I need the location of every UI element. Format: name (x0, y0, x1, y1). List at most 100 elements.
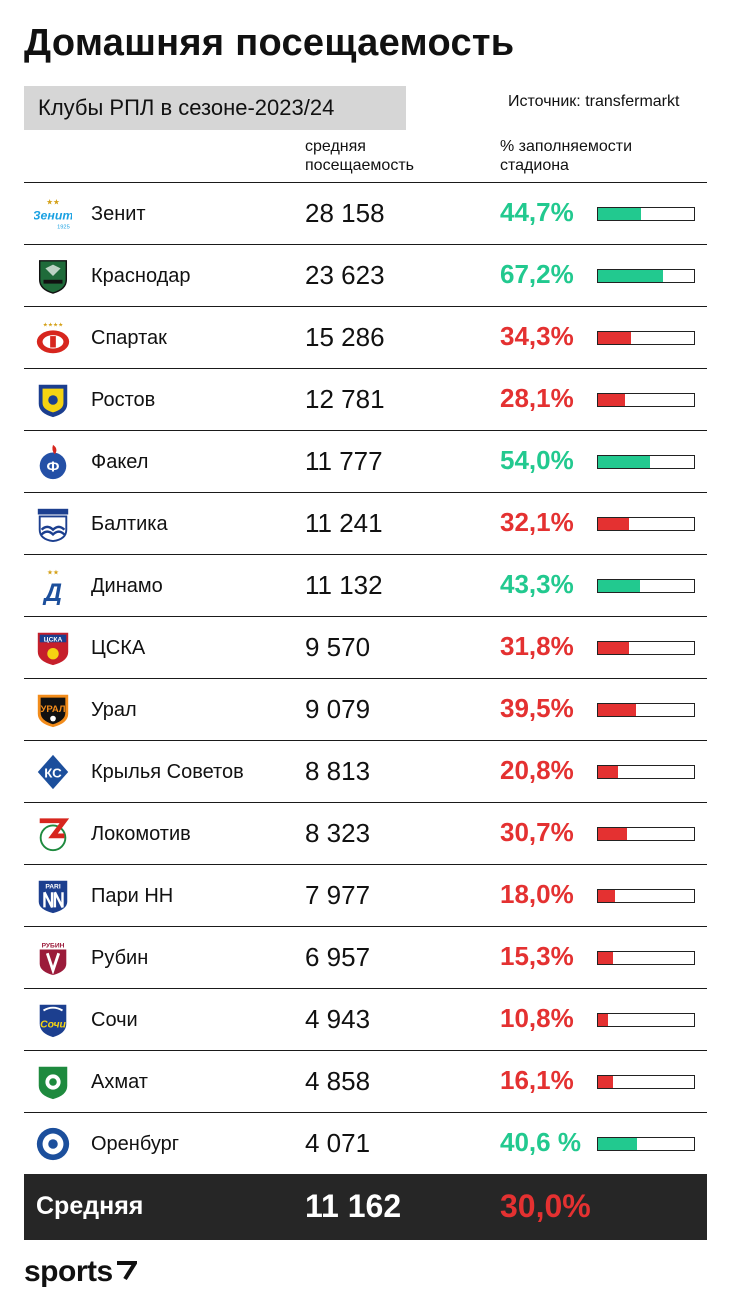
attendance-value: 6 957 (305, 942, 371, 972)
club-name: Крылья Советов (91, 761, 244, 783)
club-name: Динамо (91, 575, 163, 597)
svg-text:Ф: Ф (47, 459, 60, 476)
svg-text:РУБИН: РУБИН (42, 943, 65, 950)
svg-text:Д: Д (42, 580, 62, 605)
fill-pct-label: 18,0% (500, 879, 574, 909)
fill-column-header: % заполняемости стадиона (500, 138, 633, 174)
lokomotiv-logo (34, 815, 72, 853)
ural-logo: УРАЛ (34, 691, 72, 729)
fill-bar (598, 1014, 609, 1026)
club-name: Факел (91, 451, 149, 473)
attendance-value: 15 286 (305, 322, 385, 352)
svg-text:★★: ★★ (46, 198, 60, 207)
fill-bar (598, 828, 628, 840)
brand-logo: sports (24, 1255, 137, 1289)
fill-pct-label: 67,2% (500, 259, 574, 289)
fill-pct-label: 10,8% (500, 1003, 574, 1033)
fill-bar (598, 952, 613, 964)
fill-bar-track (597, 827, 695, 841)
average-attendance: 11 162 (305, 1188, 402, 1224)
page-title: Домашняя посещаемость (24, 22, 515, 64)
fill-pct-label: 28,1% (500, 383, 574, 413)
fill-bar (598, 518, 629, 530)
svg-text:Сочи: Сочи (40, 1020, 66, 1031)
fill-bar-track (597, 765, 695, 779)
club-name: Рубин (91, 947, 149, 969)
fill-pct-label: 32,1% (500, 507, 574, 537)
fill-pct-label: 40,6 % (500, 1127, 581, 1157)
club-name: Ахмат (91, 1071, 148, 1093)
club-name: Зенит (91, 203, 146, 225)
clubs-table: ★★ Зенит 1925 Зенит 28 158 44,7% Краснодар 23 6… (24, 182, 707, 1174)
fill-bar (598, 704, 636, 716)
fill-bar (598, 270, 663, 282)
attendance-value: 9 079 (305, 694, 371, 724)
pari-nn-logo: PARI (34, 877, 72, 915)
club-name: Спартак (91, 327, 167, 349)
svg-text:PARI: PARI (45, 883, 61, 890)
krylia-logo: КС (34, 753, 72, 791)
svg-text:★★★★: ★★★★ (43, 322, 63, 329)
fill-pct-label: 30,7% (500, 817, 574, 847)
table-row: Ростов 12 781 28,1% (24, 368, 707, 430)
attendance-value: 4 943 (305, 1004, 371, 1034)
svg-text:УРАЛ: УРАЛ (40, 704, 65, 715)
fill-bar-track (597, 393, 695, 407)
club-name: Краснодар (91, 265, 191, 287)
fill-pct-label: 15,3% (500, 941, 574, 971)
fill-bar-track (597, 331, 695, 345)
sochi-logo: Сочи (34, 1001, 72, 1039)
fill-bar-track (597, 207, 695, 221)
table-row: PARI Пари НН 7 977 18,0% (24, 864, 707, 926)
fill-bar (598, 580, 640, 592)
fill-bar (598, 890, 616, 902)
fill-bar (598, 1138, 637, 1150)
svg-text:ЦСКА: ЦСКА (44, 636, 63, 643)
fill-pct-label: 44,7% (500, 197, 574, 227)
svg-text:КС: КС (44, 766, 62, 781)
club-name: ЦСКА (91, 637, 146, 659)
club-name: Сочи (91, 1009, 138, 1031)
attendance-value: 9 570 (305, 632, 371, 662)
fill-pct-label: 43,3% (500, 569, 574, 599)
fill-bar-track (597, 269, 695, 283)
club-name: Локомотив (91, 823, 191, 845)
fill-bar-track (597, 1075, 695, 1089)
fill-bar (598, 1076, 614, 1088)
fill-bar (598, 456, 650, 468)
fill-bar (598, 394, 625, 406)
attendance-value: 23 623 (305, 260, 385, 290)
fill-bar (598, 766, 618, 778)
fill-bar-track (597, 889, 695, 903)
fill-pct-label: 39,5% (500, 693, 574, 723)
svg-text:Зенит: Зенит (34, 209, 72, 223)
table-row: Сочи Сочи 4 943 10,8% (24, 988, 707, 1050)
table-row: Ф Факел 11 777 54,0% (24, 430, 707, 492)
attendance-value: 4 858 (305, 1066, 371, 1096)
table-row: ★★★★ Спартак 15 286 34,3% (24, 306, 707, 368)
fill-pct-label: 54,0% (500, 445, 574, 475)
club-name: Оренбург (91, 1133, 180, 1155)
club-name: Пари НН (91, 885, 174, 907)
table-row: Ахмат 4 858 16,1% (24, 1050, 707, 1112)
fill-pct-label: 31,8% (500, 631, 574, 661)
rubin-logo: РУБИН (34, 939, 72, 977)
cska-logo: ЦСКА (34, 629, 72, 667)
fill-bar-track (597, 517, 695, 531)
orenburg-logo (34, 1125, 72, 1163)
table-row: Локомотив 8 323 30,7% (24, 802, 707, 864)
fill-pct-label: 16,1% (500, 1065, 574, 1095)
fill-bar-track (597, 1137, 695, 1151)
table-row: ЦСКА ЦСКА 9 570 31,8% (24, 616, 707, 678)
table-row: Оренбург 4 071 40,6 % (24, 1112, 707, 1174)
fill-pct-label: 20,8% (500, 755, 574, 785)
svg-text:★★: ★★ (47, 570, 59, 577)
attendance-column-header: средняя посещаемость (305, 138, 414, 174)
table-row: ★★ Зенит 1925 Зенит 28 158 44,7% (24, 182, 707, 244)
fill-bar-track (597, 703, 695, 717)
average-fill-pct: 30,0% (500, 1188, 591, 1224)
average-row: Средняя 11 162 30,0% (24, 1174, 707, 1240)
subtitle: Клубы РПЛ в сезоне-2023/24 (24, 86, 406, 130)
average-label: Средняя (36, 1192, 144, 1220)
attendance-value: 8 323 (305, 818, 371, 848)
